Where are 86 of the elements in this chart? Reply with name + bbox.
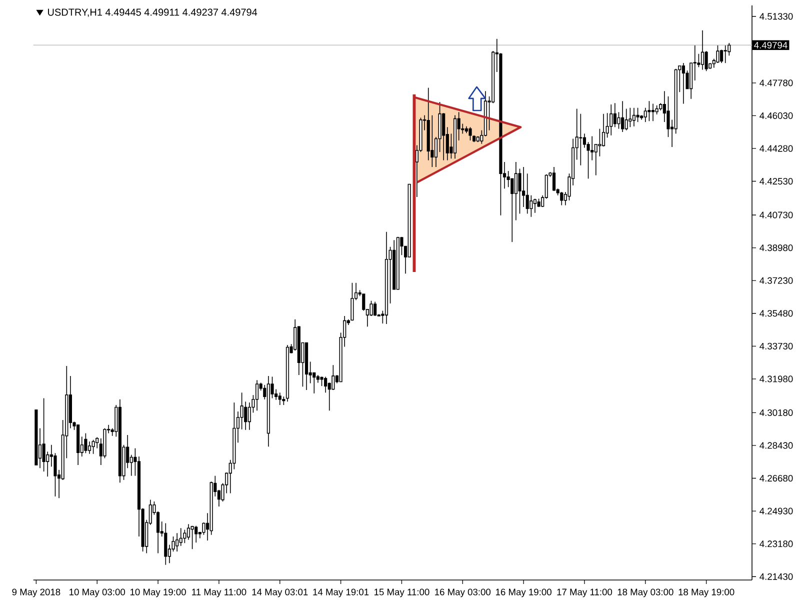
candlestick — [582, 133, 586, 148]
candlestick — [530, 194, 533, 218]
y-tick-label: 4.35480 — [760, 310, 793, 317]
y-tick-label: 4.26680 — [760, 474, 793, 482]
candlestick — [374, 301, 377, 316]
candlestick — [526, 173, 529, 214]
candlestick — [636, 107, 640, 122]
candlestick — [613, 102, 616, 128]
x-tick-label: 9 May 2018 — [12, 588, 60, 598]
x-tick-label: 18 May 19:00 — [678, 588, 734, 598]
candlestick — [164, 522, 168, 566]
y-tick-label: 4.24930 — [760, 508, 793, 514]
candlestick — [579, 113, 582, 166]
candlestick — [183, 529, 186, 544]
candlestick — [350, 282, 354, 322]
candlestick — [194, 525, 198, 543]
candlestick — [700, 30, 704, 70]
candlestick — [598, 128, 602, 157]
candlestick — [312, 372, 316, 394]
chart-title: USDTRY,H1 4.49445 4.49911 4.49237 4.49794 — [48, 8, 258, 17]
candlestick — [632, 107, 636, 127]
y-tick-label: 4.42530 — [760, 178, 793, 185]
y-tick-label: 4.33730 — [760, 342, 793, 350]
ref-line-label: 4.49794 — [754, 42, 788, 48]
candlestick — [176, 532, 179, 552]
candlestick — [240, 392, 244, 430]
candlestick — [560, 192, 564, 206]
y-tick-label: 4.40730 — [760, 212, 793, 218]
x-tick-label: 16 May 03:00 — [435, 588, 491, 598]
y-tick-label: 4.46030 — [760, 112, 793, 119]
x-tick-label: 11 May 11:00 — [192, 588, 246, 598]
candlestick — [244, 401, 248, 430]
candlestick — [514, 162, 518, 221]
candlestick — [716, 45, 720, 64]
candlestick — [720, 49, 724, 64]
candlestick — [255, 380, 259, 412]
candlestick — [724, 45, 727, 64]
candlestick — [594, 144, 598, 176]
x-tick-label: 18 May 03:00 — [618, 588, 674, 598]
y-tick-label: 4.47780 — [760, 80, 793, 86]
candlestick — [96, 436, 99, 449]
x-tick-label: 10 May 19:00 — [130, 588, 186, 598]
y-tick-label: 4.31980 — [760, 376, 793, 382]
candlestick — [621, 100, 624, 132]
candlestick — [522, 166, 526, 208]
candlestick — [602, 113, 606, 147]
candlestick — [362, 294, 366, 312]
x-tick-label: 16 May 19:00 — [496, 588, 552, 598]
y-tick-label: 4.51330 — [760, 13, 793, 20]
candlestick — [468, 126, 472, 141]
candlestick — [248, 402, 251, 430]
candlestick — [179, 528, 182, 546]
candlestick — [533, 198, 537, 214]
candlestick — [704, 50, 708, 72]
x-tick-label: 10 May 03:00 — [70, 588, 126, 598]
y-tick-label: 4.21430 — [760, 573, 793, 580]
y-tick-label: 4.44280 — [760, 145, 793, 152]
candlestick — [590, 136, 594, 161]
candlestick — [92, 439, 95, 454]
candlestick — [88, 441, 92, 454]
candlestick — [682, 62, 686, 104]
candlestick — [651, 103, 655, 122]
y-tick-label: 4.30180 — [760, 409, 793, 416]
candlestick — [518, 168, 522, 214]
candlestick — [324, 376, 328, 394]
candlestick — [84, 432, 88, 454]
candlestick — [648, 100, 651, 122]
x-tick-label: 15 May 11:00 — [374, 588, 430, 598]
x-tick-label: 17 May 11:00 — [557, 588, 612, 598]
candlestick — [278, 392, 282, 406]
candlestick — [610, 104, 613, 136]
candlestick — [442, 112, 446, 161]
y-tick-label: 4.38980 — [760, 244, 793, 252]
candlestick — [644, 107, 647, 122]
y-tick-label: 4.28430 — [760, 442, 793, 449]
candlestick — [624, 108, 628, 131]
candlestick — [617, 112, 620, 130]
candlestick — [190, 525, 194, 550]
x-tick-label: 14 May 03:01 — [252, 588, 308, 598]
x-tick-label: 14 May 19:01 — [313, 588, 369, 598]
y-tick-label: 4.23180 — [760, 540, 793, 548]
candlestick — [628, 107, 632, 128]
candlestick — [370, 300, 373, 316]
y-tick-label: 4.37230 — [760, 277, 793, 284]
candlestick — [186, 524, 190, 540]
candlestick — [552, 166, 556, 192]
